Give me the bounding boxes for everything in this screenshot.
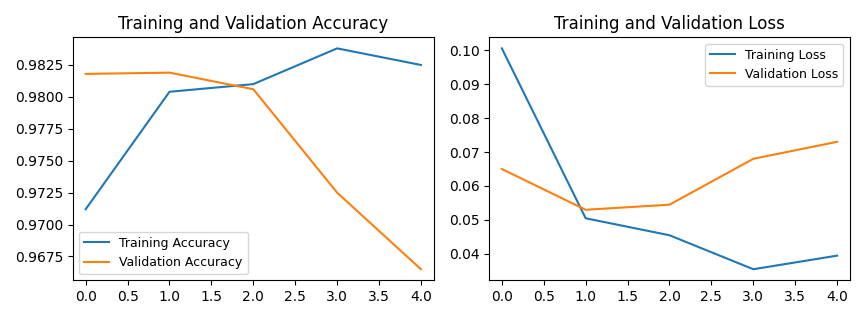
Validation Loss <box>580 208 591 212</box>
Legend: Training Accuracy, Validation Accuracy: Training Accuracy, Validation Accuracy <box>80 232 247 274</box>
Line: Validation Loss: Validation Loss <box>502 142 837 210</box>
Training Accuracy <box>248 82 259 86</box>
Validation Loss <box>664 203 675 207</box>
Training Loss <box>664 233 675 237</box>
Training Loss <box>832 254 843 257</box>
Validation Accuracy <box>80 72 91 76</box>
Validation Accuracy <box>164 71 175 75</box>
Line: Training Accuracy: Training Accuracy <box>86 48 421 209</box>
Validation Loss <box>832 140 843 144</box>
Training Accuracy <box>164 90 175 94</box>
Validation Accuracy <box>248 87 259 91</box>
Training Accuracy <box>80 207 91 211</box>
Training Loss <box>497 47 507 50</box>
Training Accuracy <box>332 47 343 50</box>
Validation Loss <box>748 157 759 161</box>
Validation Accuracy <box>416 267 426 271</box>
Legend: Training Loss, Validation Loss: Training Loss, Validation Loss <box>705 44 843 86</box>
Training Loss <box>748 267 759 271</box>
Training Accuracy <box>416 63 426 67</box>
Title: Training and Validation Accuracy: Training and Validation Accuracy <box>119 15 388 33</box>
Title: Training and Validation Loss: Training and Validation Loss <box>554 15 785 33</box>
Training Loss <box>580 216 591 220</box>
Line: Training Loss: Training Loss <box>502 48 837 269</box>
Line: Validation Accuracy: Validation Accuracy <box>86 73 421 269</box>
Validation Loss <box>497 167 507 171</box>
Validation Accuracy <box>332 191 343 195</box>
